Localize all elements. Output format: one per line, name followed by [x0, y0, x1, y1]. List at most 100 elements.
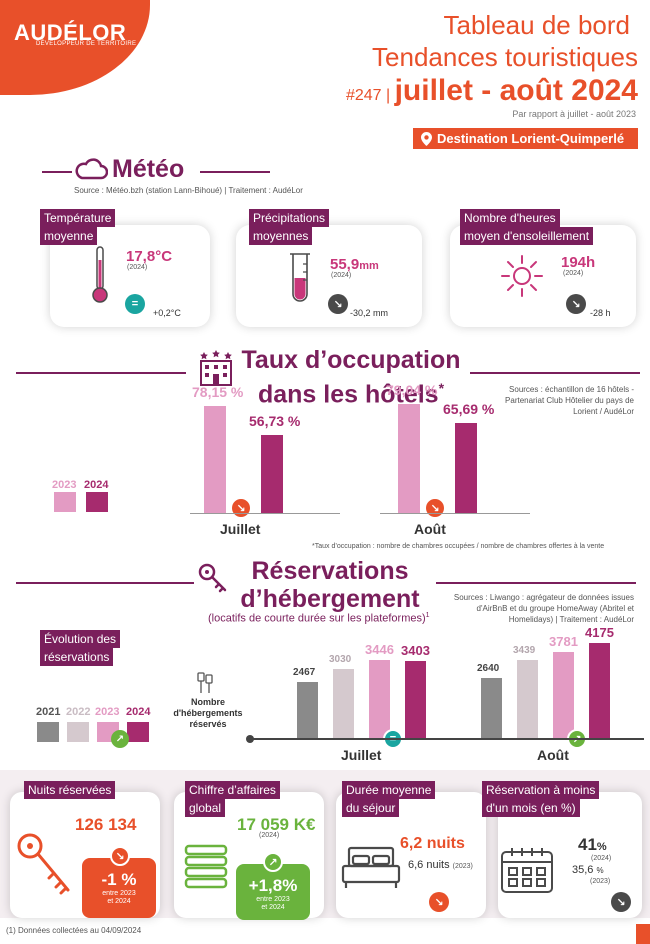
bar-label-2021-août: 2640	[477, 662, 500, 674]
bar-label-2022-juillet: 3030	[329, 654, 352, 666]
nights-label: Nuits réservées	[24, 781, 116, 799]
bar-label-2021-juillet: 2467	[293, 666, 316, 678]
divider	[42, 171, 72, 173]
category-label-juillet: Juillet	[220, 521, 261, 537]
meteo-title: Météo	[112, 155, 185, 183]
decrease-badge: ↘	[611, 892, 631, 912]
axis-line	[190, 513, 340, 514]
legend-label-2024: 2024	[126, 706, 151, 718]
revenue-label: Chiffre d’affaires global	[185, 781, 315, 817]
bed-icon	[341, 846, 401, 888]
logo-background	[0, 0, 150, 95]
bar-2023-juillet	[369, 659, 390, 738]
bar-label-2024-août: 4175	[585, 625, 614, 640]
issue-number: #247 |	[345, 87, 391, 104]
sunshine-label: Nombre d'heures moyen d'ensoleillement	[460, 209, 640, 245]
legend-swatch-2024	[86, 492, 108, 512]
thermometer-icon	[92, 246, 108, 303]
lastmin-label: Réservation à moins d'un mois (en %)	[482, 781, 650, 817]
increase-badge: ↗	[263, 852, 283, 872]
footer-corner	[636, 924, 650, 944]
reservations-source: Sources : Liwango : agrégateur de donnée…	[453, 593, 634, 624]
category-label-août: Août	[537, 747, 569, 763]
legend-swatch-2024	[127, 722, 149, 742]
reservations-subtitle: (locatifs de courte durée sur les platef…	[208, 612, 430, 625]
category-label-août: Août	[414, 521, 446, 537]
legend-label-2021: 2021	[36, 706, 61, 718]
bar-2021-juillet	[297, 681, 318, 738]
occupation-title: Taux d’occupation dans les hôtels*	[241, 346, 461, 409]
key-outline-icon	[17, 833, 70, 895]
nights-value: 126 134	[75, 815, 137, 834]
stay-label: Durée moyenne du séjour	[342, 781, 472, 817]
stay-value: 6,2 nuits	[400, 835, 465, 852]
sunshine-year: (2024)	[563, 270, 584, 277]
category-label-juillet: Juillet	[341, 747, 382, 763]
page-subtitle: Tendances touristiques	[372, 42, 638, 72]
sunshine-value: 194h	[561, 254, 596, 271]
divider	[436, 582, 636, 584]
bar-2024-août	[589, 643, 610, 738]
legend-swatch-2021	[37, 722, 59, 742]
lastmin-prev-year: (2023)	[590, 878, 611, 885]
bar-2024-août	[455, 422, 477, 513]
bar-label-2023-juillet: 3446	[365, 641, 394, 657]
stable-badge: =	[125, 294, 145, 314]
bar-label-2022-août: 3439	[513, 644, 536, 656]
bar-2022-août	[517, 659, 538, 738]
evolution-label: Évolution des réservations	[40, 630, 160, 666]
logo: AUDÉLOR	[14, 20, 127, 45]
precipitation-unit: mm	[359, 260, 379, 272]
revenue-year: (2024)	[259, 832, 280, 839]
key-icon	[198, 563, 227, 593]
bar-label-2024-juillet: 56,73 %	[249, 412, 301, 429]
precipitation-value: 55,9	[330, 256, 360, 273]
axis-line	[380, 513, 530, 514]
page-title: Tableau de bord	[443, 10, 630, 40]
cloud-icon	[75, 158, 108, 180]
precipitation-label: Précipitations moyennes	[249, 209, 389, 245]
temperature-label: Température moyenne	[40, 209, 160, 245]
calendar-icon	[501, 848, 553, 893]
money-stack-icon	[184, 844, 228, 889]
lastmin-value: 41%	[578, 835, 607, 854]
sunshine-delta: -28 h	[590, 308, 611, 318]
bar-label-2023-août: 3781	[549, 633, 578, 649]
revenue-value: 17 059 K€	[237, 815, 316, 834]
decrease-badge: ↘	[424, 497, 446, 519]
destination-label: Destination Lorient-Quimperlé	[437, 131, 625, 146]
decrease-badge: ↘	[566, 294, 586, 314]
keys-icon	[197, 672, 213, 693]
logo-tagline: DÉVELOPPEUR DE TERRITOIRE	[36, 41, 137, 47]
precipitation-value-group: 55,9mm	[330, 256, 379, 274]
decrease-badge: ↘	[110, 846, 130, 866]
precipitation-year: (2024)	[331, 272, 352, 279]
destination-banner: Destination Lorient-Quimperlé	[413, 128, 638, 149]
comparison-note: Par rapport à juillet - août 2023	[512, 109, 636, 119]
temperature-value: 17,8°C	[126, 248, 173, 265]
reservations-title: Réservations d’hébergement	[240, 557, 420, 613]
rain-gauge-icon	[290, 253, 310, 302]
footer-note: (1) Données collectées au 04/09/2024	[6, 926, 142, 935]
lastmin-year: (2024)	[591, 855, 612, 862]
legend-label-2023: 2023	[95, 706, 120, 718]
period: juillet - août 2024	[394, 74, 638, 107]
bar-2023-août	[553, 651, 574, 738]
temperature-year: (2024)	[127, 264, 148, 271]
issue-period: #247 | juillet - août 2024	[346, 74, 638, 108]
decrease-badge: ↘	[230, 497, 252, 519]
divider	[16, 582, 194, 584]
stay-prev: 6,6 nuits (2023)	[408, 859, 473, 871]
location-pin-icon	[421, 131, 432, 146]
bar-2023-juillet	[204, 405, 226, 513]
nights-change-chip: -1 % entre 2023 et 2024	[82, 858, 156, 918]
revenue-change-chip: +1,8% entre 2023 et 2024	[236, 864, 310, 920]
bar-2022-juillet	[333, 669, 354, 738]
reservations-axis-label: Nombre d'hébergements réservés	[173, 697, 243, 729]
legend-label-2023: 2023	[52, 479, 77, 491]
bar-2024-juillet	[261, 434, 283, 513]
bar-2021-août	[481, 677, 502, 738]
temperature-delta: +0,2°C	[153, 308, 181, 318]
hotel-icon	[200, 350, 232, 386]
decrease-badge: ↘	[328, 294, 348, 314]
